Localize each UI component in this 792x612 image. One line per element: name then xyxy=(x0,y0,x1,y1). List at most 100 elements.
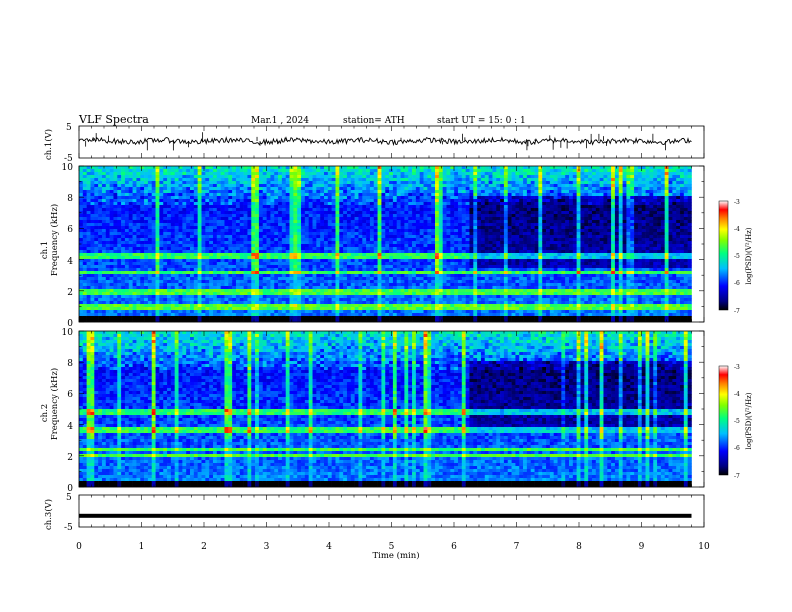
spectrogram-cell xyxy=(258,208,264,212)
spectrogram-cell xyxy=(79,313,84,317)
spectrogram-cell xyxy=(301,289,306,293)
spectrogram-cell xyxy=(358,229,363,233)
spectrogram-cell xyxy=(258,199,264,203)
spectrogram-cell xyxy=(297,262,302,266)
spectrogram-cell xyxy=(251,307,256,311)
spectrogram-cell xyxy=(186,313,191,317)
spectrogram-cell xyxy=(193,172,198,176)
spectrogram-cell xyxy=(435,304,440,308)
spectrogram-cell xyxy=(155,271,160,275)
spectrogram-cell xyxy=(163,217,168,221)
spectrogram-cell xyxy=(274,169,279,173)
spectrogram-cell xyxy=(339,208,344,212)
spectrogram-cell xyxy=(266,223,271,227)
spectrogram-cell xyxy=(90,259,95,263)
spectrogram-cell xyxy=(297,277,302,281)
spectrogram-cell xyxy=(232,166,237,170)
spectrogram-cell xyxy=(392,301,398,305)
spectrogram-cell xyxy=(297,319,302,323)
spectrogram-cell xyxy=(362,292,367,296)
spectrogram-cell xyxy=(381,304,386,308)
spectrogram-cell xyxy=(82,286,87,290)
spectrogram-cell xyxy=(427,307,432,311)
spectrogram-cell xyxy=(408,280,413,284)
spectrogram-cell xyxy=(377,217,382,221)
spectrogram-cell xyxy=(113,166,118,170)
spectrogram-cell xyxy=(193,289,198,293)
spectrogram-cell xyxy=(285,244,290,248)
spectrogram-cell xyxy=(366,271,371,275)
spectrogram-cell xyxy=(190,247,195,251)
spectrogram-cell xyxy=(366,283,371,287)
spectrogram-cell xyxy=(247,172,252,176)
spectrogram-cell xyxy=(304,223,309,227)
spectrogram-cell xyxy=(98,280,103,284)
spectrogram-cell xyxy=(304,244,309,248)
spectrogram-cell xyxy=(281,193,287,197)
spectrogram-cell xyxy=(362,271,367,275)
spectrogram-cell xyxy=(212,166,218,170)
spectrogram-cell xyxy=(205,196,210,200)
spectrogram-cell xyxy=(190,277,195,281)
spectrogram-cell xyxy=(373,169,378,173)
spectrogram-cell xyxy=(98,190,103,194)
spectrogram-cell xyxy=(354,223,359,227)
spectrogram-cell xyxy=(285,172,290,176)
spectrogram-cell xyxy=(412,190,417,194)
spectrogram-cell xyxy=(243,208,248,212)
spectrogram-cell xyxy=(389,262,394,266)
spectrogram-cell xyxy=(419,223,424,227)
spectrogram-cell xyxy=(255,223,260,227)
spectrogram-cell xyxy=(301,295,306,299)
spectrogram-cell xyxy=(128,283,133,287)
spectrogram-cell xyxy=(182,271,187,275)
spectrogram-cell xyxy=(339,214,344,218)
spectrogram-cell xyxy=(343,199,348,203)
spectrogram-cell xyxy=(235,211,241,215)
spectrogram-cell xyxy=(239,172,244,176)
spectrogram-cell xyxy=(297,274,302,278)
spectrogram-cell xyxy=(281,256,287,260)
spectrogram-cell xyxy=(220,310,225,314)
spectrogram-cell xyxy=(385,313,390,317)
spectrogram-cell xyxy=(193,259,198,263)
spectrogram-cell xyxy=(239,295,244,299)
spectrogram-cell xyxy=(396,259,401,263)
spectrogram-cell xyxy=(121,268,126,272)
spectrogram-cell xyxy=(201,313,206,317)
spectrogram-cell xyxy=(109,235,114,239)
spectrogram-cell xyxy=(266,310,271,314)
spectrogram-cell xyxy=(400,166,405,170)
spectrogram-cell xyxy=(197,268,202,272)
spectrogram-cell xyxy=(346,307,352,311)
spectrogram-cell xyxy=(327,181,332,185)
spectrogram-cell xyxy=(396,277,401,281)
spectrogram-cell xyxy=(117,310,122,314)
spectrogram-cell xyxy=(366,199,371,203)
spectrogram-cell xyxy=(316,178,321,182)
spectrogram-cell xyxy=(327,178,332,182)
spectrogram-cell xyxy=(109,307,114,311)
spectrogram-cell xyxy=(124,289,130,293)
spectrogram-cell xyxy=(297,289,302,293)
spectrogram-cell xyxy=(396,262,401,266)
spectrogram-cell xyxy=(163,319,168,323)
spectrogram-cell xyxy=(312,295,317,299)
spectrogram-cell xyxy=(216,190,221,194)
spectrogram-cell xyxy=(212,298,218,302)
spectrogram-cell xyxy=(335,172,340,176)
spectrogram-cell xyxy=(86,295,91,299)
spectrogram-cell xyxy=(140,211,145,215)
spectrogram-cell xyxy=(373,223,378,227)
spectrogram-cell xyxy=(136,178,141,182)
spectrogram-cell xyxy=(209,169,214,173)
spectrogram-cell xyxy=(117,169,122,173)
spectrogram-cell xyxy=(358,208,363,212)
spectrogram-cell xyxy=(304,181,309,185)
spectrogram-cell xyxy=(132,187,137,191)
spectrogram-cell xyxy=(212,286,218,290)
spectrogram-cell xyxy=(90,274,95,278)
spectrogram-cell xyxy=(312,169,317,173)
spectrogram-cell xyxy=(136,256,141,260)
spectrogram-cell xyxy=(121,313,126,317)
